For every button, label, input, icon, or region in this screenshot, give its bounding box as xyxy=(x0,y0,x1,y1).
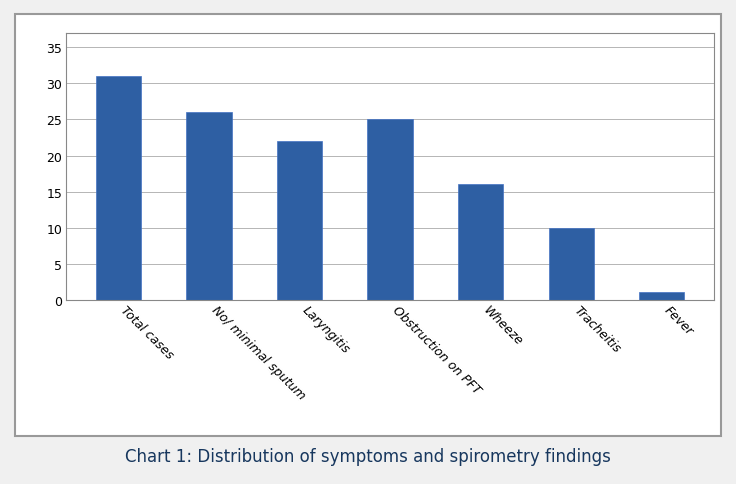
Bar xyxy=(548,228,594,300)
Bar xyxy=(458,185,503,300)
Bar xyxy=(367,120,413,300)
Bar xyxy=(639,293,684,300)
Bar xyxy=(277,142,322,300)
Text: Chart 1: Distribution of symptoms and spirometry findings: Chart 1: Distribution of symptoms and sp… xyxy=(125,447,611,465)
Bar xyxy=(186,113,232,300)
Bar xyxy=(96,77,141,300)
